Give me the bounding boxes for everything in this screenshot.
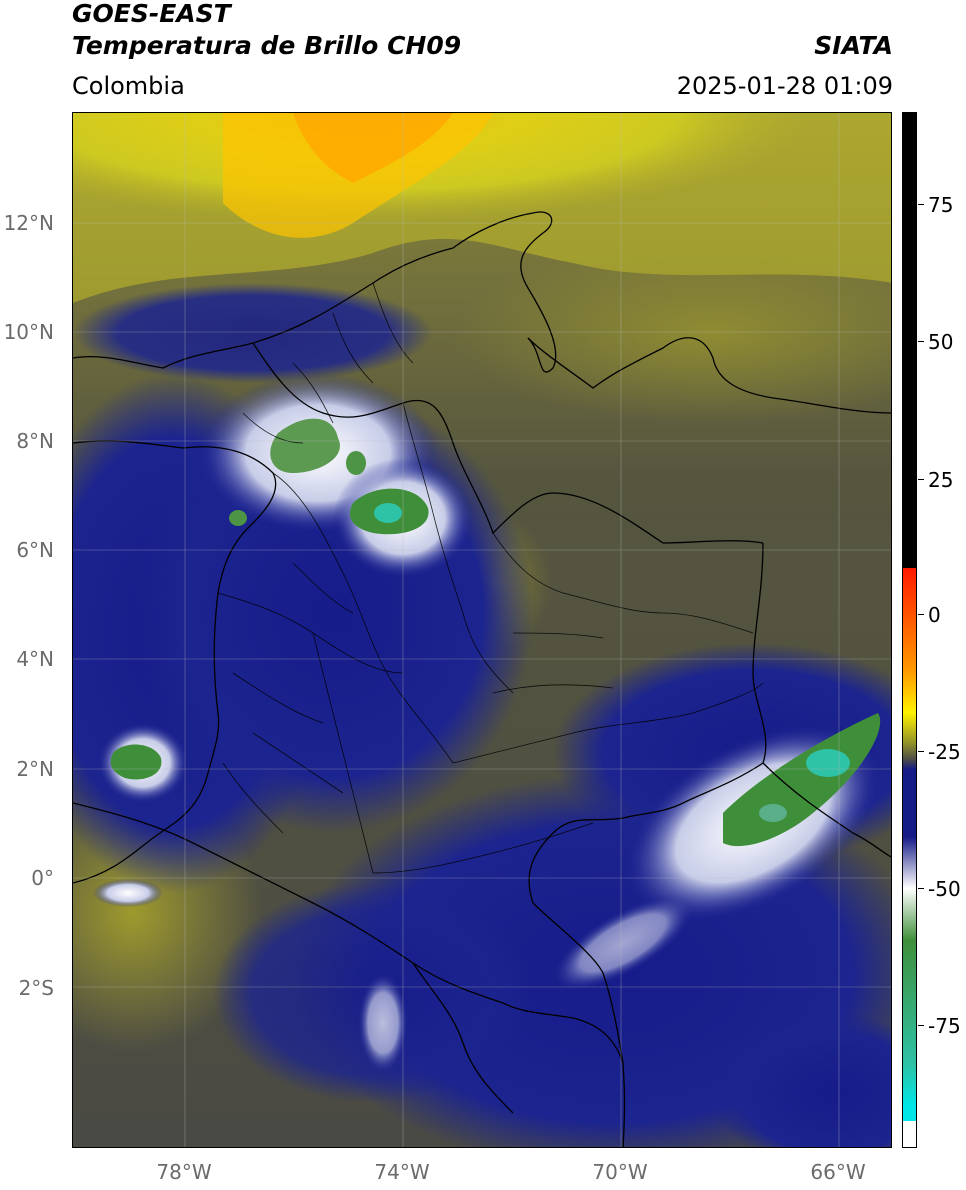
cold-top-west [110,744,162,780]
colorbar-tick [918,479,924,480]
colorbar-label-75: 75 [928,193,954,217]
agency-label: SIATA [814,31,893,60]
lon-label-70w: 70°W [592,1160,648,1184]
lon-label-78w: 78°W [156,1160,212,1184]
colorbar-tick [918,888,924,889]
satellite-map [72,112,892,1148]
colorbar-label-25: 25 [928,468,954,492]
colorbar-label-neg25: -25 [928,740,961,764]
lat-label-10n: 10°N [3,320,54,344]
graticule [73,113,891,1147]
lat-label-12n: 12°N [3,211,54,235]
datetime-label: 2025-01-28 01:09 [676,72,893,100]
region-label: Colombia [72,72,185,100]
cold-top-north [270,418,340,473]
satellite-title: GOES-EAST [72,0,231,28]
colorbar-tick [918,614,924,615]
country-borders [73,211,891,1147]
temperature-colorbar [902,112,917,1148]
colorbar-tick [918,1025,924,1026]
colorbar-tick [918,204,924,205]
lat-label-2s: 2°S [18,976,54,1000]
lat-label-0: 0° [31,866,54,890]
lat-label-4n: 4°N [16,647,54,671]
lon-label-74w: 74°W [374,1160,430,1184]
lat-label-6n: 6°N [16,538,54,562]
colorbar-tick [918,341,924,342]
colorbar-label-50: 50 [928,330,954,354]
colorbar-label-neg75: -75 [928,1014,961,1038]
department-boundaries [217,282,764,874]
colorbar-label-0: 0 [928,603,941,627]
lon-label-66w: 66°W [810,1160,866,1184]
product-title: Temperatura de Brillo CH09 [72,31,462,60]
colorbar-label-neg50: -50 [928,877,961,901]
lat-label-2n: 2°N [16,757,54,781]
lat-label-8n: 8°N [16,429,54,453]
colorbar-tick [918,751,924,752]
